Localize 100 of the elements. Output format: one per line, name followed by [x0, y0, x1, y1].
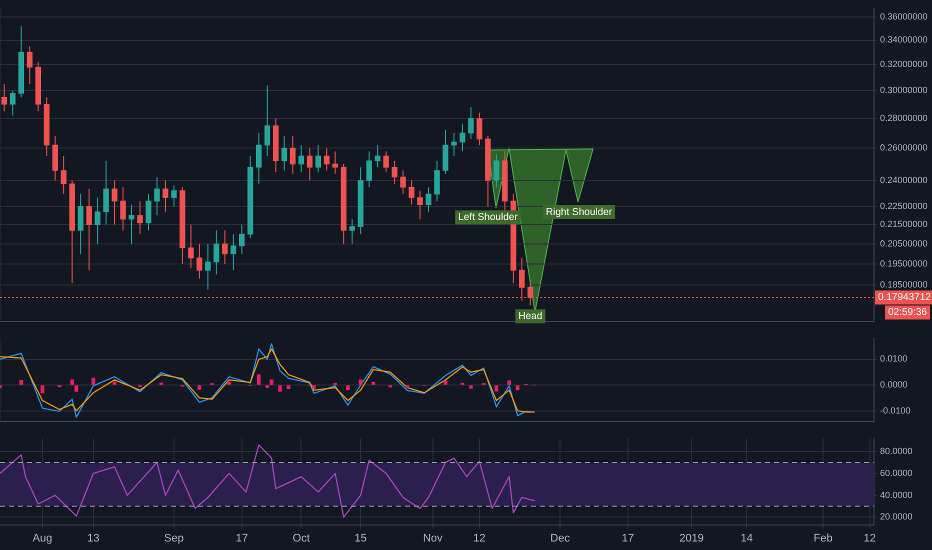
candlestick [94, 197, 100, 244]
x-tick-label: Feb [814, 532, 833, 544]
candlestick [366, 150, 372, 188]
bar [444, 380, 448, 385]
y-tick-label: 0.28000000 [880, 112, 928, 123]
candlestick [137, 200, 143, 235]
candlestick [205, 243, 211, 290]
x-tick-label: 14 [740, 532, 753, 544]
y-tick-label: 20.0000 [880, 512, 913, 522]
bar [227, 382, 231, 385]
y-tick-label: 0.36000000 [880, 12, 928, 22]
candlestick [426, 186, 432, 212]
ref-line-label: 0.17943712 [878, 292, 932, 304]
bar [469, 385, 473, 389]
candlestick [476, 112, 482, 146]
x-tick-label: 17 [622, 532, 634, 544]
candlestick [154, 176, 160, 216]
x-tick-label: Sep [164, 532, 184, 544]
x-tick-label: 12 [473, 532, 486, 544]
candlestick [298, 144, 304, 173]
candlestick [146, 194, 152, 231]
candlestick [230, 234, 236, 271]
candlestick [400, 170, 406, 195]
bar [346, 385, 350, 390]
bar [507, 380, 511, 385]
y-tick-label: 0.32000000 [880, 59, 928, 70]
annotation: Left Shoulder [458, 212, 518, 224]
candlestick [1, 83, 8, 112]
candlestick [383, 150, 389, 173]
annotation: Right Shoulder [546, 206, 613, 218]
candlestick [460, 124, 466, 152]
candlestick [10, 90, 16, 116]
y-tick-label: 40.0000 [880, 490, 913, 500]
candlestick [239, 224, 245, 254]
bar [19, 380, 24, 385]
bar [265, 385, 270, 388]
text: 02:59:36 [888, 307, 928, 318]
candlestick [332, 150, 338, 174]
candlestick [86, 188, 92, 271]
candlestick [128, 204, 134, 244]
x-tick-label: 17 [236, 532, 248, 544]
candlestick [417, 190, 423, 220]
y-tick-label: 0.19500000 [880, 258, 928, 268]
y-tick-label: 0.26000000 [880, 142, 928, 153]
bar [494, 385, 498, 392]
bar [286, 385, 290, 389]
bar [112, 382, 116, 385]
bar [405, 385, 410, 388]
candlestick [26, 46, 33, 84]
y-tick-label: 0.0000 [880, 380, 908, 390]
candlestick [281, 136, 288, 171]
y-tick-label: 80.0000 [880, 446, 913, 456]
bar [278, 385, 282, 392]
y-tick-label: -0.0100 [880, 405, 911, 416]
bar [198, 385, 202, 390]
y-tick-label: 0.22500000 [880, 200, 928, 211]
candlestick [171, 185, 177, 207]
x-tick-label: Oct [292, 532, 310, 544]
bar [40, 385, 44, 394]
x-tick-label: Dec [550, 532, 570, 544]
bar [516, 385, 520, 390]
bar [270, 380, 274, 385]
bar [74, 385, 78, 392]
candlestick [468, 106, 474, 140]
candlestick [315, 144, 322, 173]
y-tick-label: 0.30000000 [880, 85, 928, 96]
bar [358, 380, 362, 385]
y-tick-label: 0.0100 [880, 354, 908, 364]
candlestick [494, 154, 500, 188]
annotation: Head [518, 311, 542, 322]
bar [256, 374, 261, 385]
candlestick [290, 136, 296, 174]
candlestick [162, 180, 168, 212]
y-tick-label: 0.20500000 [880, 238, 928, 248]
x-tick-label: Aug [32, 532, 52, 544]
candlestick [264, 84, 270, 157]
candlestick [112, 180, 118, 226]
y-tick-label: 0.21500000 [880, 219, 928, 230]
y-tick-label: 0.24000000 [880, 174, 928, 185]
y-tick-label: 0.18500000 [880, 280, 928, 290]
y-tick-label: 0.34000000 [880, 34, 928, 45]
candlestick [196, 243, 202, 280]
candlestick [188, 224, 194, 269]
candlestick [451, 132, 457, 157]
candlestick [214, 230, 220, 275]
x-tick-label: 12 [864, 532, 876, 544]
bar [70, 380, 74, 385]
bar [372, 382, 376, 385]
bar [92, 378, 96, 385]
candlestick [222, 230, 228, 265]
candlestick [392, 160, 398, 184]
bar [312, 385, 316, 388]
candlestick [120, 186, 126, 231]
candlestick [103, 160, 109, 226]
candlestick [374, 144, 380, 168]
x-tick-label: 13 [87, 532, 100, 544]
candlestick [408, 180, 414, 206]
y-tick-label: 60.0000 [880, 468, 913, 478]
x-tick-label: Nov [422, 532, 444, 544]
candlestick [256, 132, 262, 184]
